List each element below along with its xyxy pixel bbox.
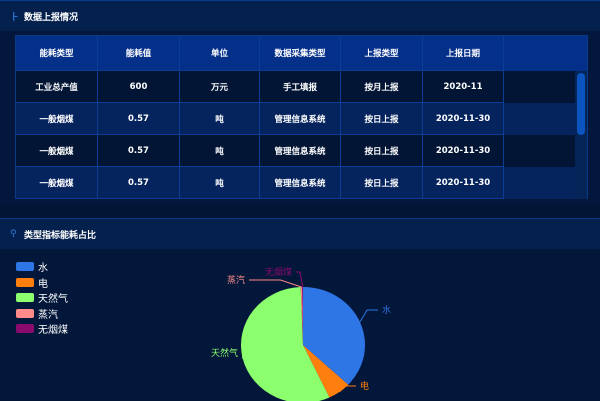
- pie-slice[interactable]: [303, 345, 349, 398]
- legend-swatch: [16, 277, 34, 287]
- table-cell: 按日上报: [341, 135, 423, 167]
- column-header: 数据采集类型: [260, 36, 341, 71]
- table-cell: 管理信息系统: [260, 135, 341, 167]
- column-header: 能耗类型: [16, 36, 98, 71]
- table-cell: 0.57: [98, 167, 180, 199]
- column-header: 上报日期: [423, 36, 504, 71]
- panel-title: 数据上报情况: [24, 12, 79, 23]
- legend-item[interactable]: 蒸汽: [16, 306, 68, 322]
- chart-legend: 水电天然气蒸汽无烟煤: [16, 259, 68, 337]
- legend-swatch: [16, 324, 34, 334]
- table-cell: 手工填报: [260, 71, 341, 103]
- scrollbar[interactable]: [575, 71, 587, 198]
- table-header-row: 能耗类型 能耗值 单位 数据采集类型 上报类型 上报日期: [16, 36, 587, 71]
- pie-chart: 水电 天然气 蒸汽 无烟煤: [211, 266, 391, 401]
- table-cell: 按月上报: [341, 71, 423, 103]
- pie-slice[interactable]: [302, 287, 303, 345]
- table-cell: 一般烟煤: [16, 135, 98, 167]
- slice-label: 电: [360, 380, 369, 392]
- label-line: [359, 309, 378, 323]
- legend-item[interactable]: 电: [16, 275, 68, 291]
- column-header: 能耗值: [98, 36, 180, 71]
- table-cell: 管理信息系统: [260, 167, 341, 199]
- table-cell: 万元: [180, 71, 260, 103]
- table-cell: 吨: [180, 103, 260, 135]
- table-cell: 吨: [180, 167, 260, 199]
- table-row: 一般烟煤 0.57 吨管理信息系统 按日上报 2020-11-30: [16, 103, 587, 135]
- column-header: 上报类型: [341, 36, 423, 71]
- legend-label: 无烟煤: [38, 325, 68, 337]
- table-row: 一般烟煤 0.57 吨管理信息系统 按日上报 2020-11-30: [16, 167, 587, 199]
- pie-slice[interactable]: [303, 287, 365, 385]
- legend-item[interactable]: 水: [16, 259, 68, 275]
- table-cell: 0.57: [98, 103, 180, 135]
- slice-label: 无烟煤: [265, 266, 292, 278]
- table-row: 一般烟煤 0.57 吨管理信息系统 按日上报 2020-11-30: [16, 135, 587, 167]
- legend-item[interactable]: 天然气: [16, 290, 68, 306]
- table-cell: 按日上报: [341, 103, 423, 135]
- legend-swatch: [16, 262, 34, 272]
- label-line: [241, 352, 244, 359]
- legend-swatch: [16, 308, 34, 318]
- legend-swatch: [16, 293, 34, 303]
- table-row: 工业总产值 600 万元 手工填报 按月上报 2020-11: [16, 71, 587, 103]
- slice-label: 蒸汽: [227, 274, 245, 286]
- legend-label: 水: [38, 263, 48, 275]
- pie-slice[interactable]: [300, 287, 303, 345]
- pulse-icon: ⺊: [10, 12, 20, 23]
- table-cell: 管理信息系统: [260, 103, 341, 135]
- legend-label: 蒸汽: [38, 309, 58, 321]
- label-line: [249, 279, 302, 288]
- data-report-panel: ⺊数据上报情况 能耗类型 能耗值 单位 数据采集类型 上报类型 上报日期 工业总产值 600 万…: [0, 0, 600, 199]
- table-cell: 600: [98, 71, 180, 103]
- table-cell: 2020-11: [423, 71, 504, 103]
- legend-item[interactable]: 无烟煤: [16, 321, 68, 337]
- table-cell: 工业总产值: [16, 71, 98, 103]
- table-cell: 一般烟煤: [16, 167, 98, 199]
- antenna-icon: ⚲: [10, 229, 17, 239]
- table-cell: 2020-11-30: [423, 103, 504, 135]
- table-cell: 2020-11-30: [423, 135, 504, 167]
- slice-label: 水: [382, 304, 391, 316]
- column-header: 单位: [180, 36, 260, 71]
- panel-title: 类型指标能耗占比: [24, 230, 97, 241]
- table-cell: 2020-11-30: [423, 167, 504, 199]
- label-line: [296, 271, 304, 288]
- table-cell: 按日上报: [341, 167, 423, 199]
- scrollbar-thumb[interactable]: [577, 73, 585, 135]
- slice-label: 天然气: [211, 347, 238, 359]
- table-cell: 一般烟煤: [16, 103, 98, 135]
- pie-slice[interactable]: [241, 287, 330, 401]
- legend-label: 电: [38, 278, 48, 290]
- panel-header: ⺊数据上报情况: [0, 1, 600, 31]
- table-cell: 吨: [180, 135, 260, 167]
- report-table: 能耗类型 能耗值 单位 数据采集类型 上报类型 上报日期 工业总产值 600 万元 手工填报 按月上…: [15, 35, 588, 199]
- table-cell: 0.57: [98, 135, 180, 167]
- legend-label: 天然气: [38, 294, 68, 306]
- panel-header: ⚲ 类型指标能耗占比: [0, 219, 600, 249]
- label-line: [339, 385, 356, 393]
- energy-share-panel: ⚲ 类型指标能耗占比 水电天然气 蒸汽 无烟煤 水电天然气 蒸汽 无烟煤: [0, 218, 600, 401]
